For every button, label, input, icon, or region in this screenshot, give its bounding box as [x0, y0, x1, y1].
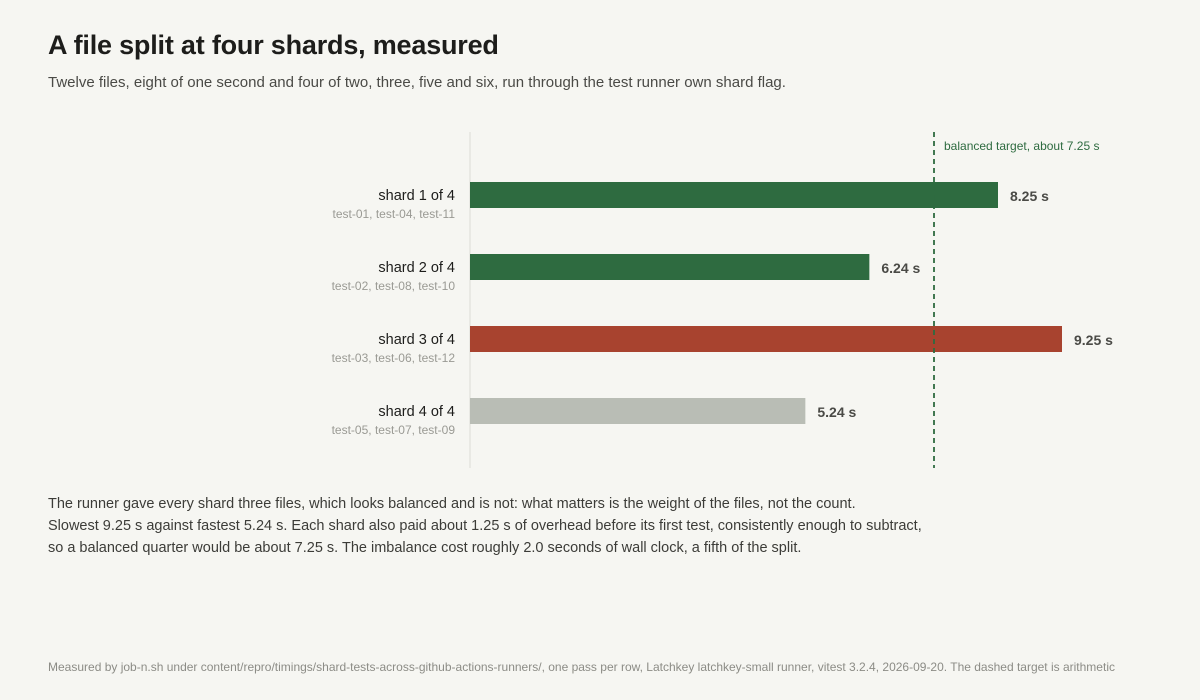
- page-title: A file split at four shards, measured: [48, 30, 499, 60]
- category-label-shard-2: shard 2 of 4: [378, 260, 455, 276]
- bar-shard-1: [470, 182, 998, 208]
- file-list-shard-2: test-02, test-08, test-10: [332, 279, 456, 293]
- value-label-shard-3: 9.25 s: [1074, 332, 1113, 348]
- file-list-shard-4: test-05, test-07, test-09: [332, 423, 456, 437]
- value-label-shard-4: 5.24 s: [817, 404, 856, 420]
- category-label-shard-4: shard 4 of 4: [378, 404, 455, 420]
- page-subtitle: Twelve files, eight of one second and fo…: [48, 74, 786, 91]
- narrative: The runner gave every shard three files,…: [48, 493, 1148, 559]
- value-label-shard-1: 8.25 s: [1010, 188, 1049, 204]
- bar-shard-3: [470, 326, 1062, 352]
- footer-note: Measured by job-n.sh under content/repro…: [48, 660, 1115, 674]
- bar-shard-2: [470, 254, 870, 280]
- file-list-shard-3: test-03, test-06, test-12: [332, 351, 456, 365]
- category-label-shard-3: shard 3 of 4: [378, 332, 455, 348]
- narrative-line-2: Slowest 9.25 s against fastest 5.24 s. E…: [48, 518, 922, 534]
- target-label: balanced target, about 7.25 s: [944, 139, 1099, 153]
- file-list-shard-1: test-01, test-04, test-11: [332, 207, 455, 221]
- category-label-shard-1: shard 1 of 4: [378, 188, 455, 204]
- value-label-shard-2: 6.24 s: [881, 260, 920, 276]
- narrative-line-3: so a balanced quarter would be about 7.2…: [48, 540, 802, 556]
- bar-shard-4: [470, 398, 806, 424]
- narrative-line-1: The runner gave every shard three files,…: [48, 496, 856, 512]
